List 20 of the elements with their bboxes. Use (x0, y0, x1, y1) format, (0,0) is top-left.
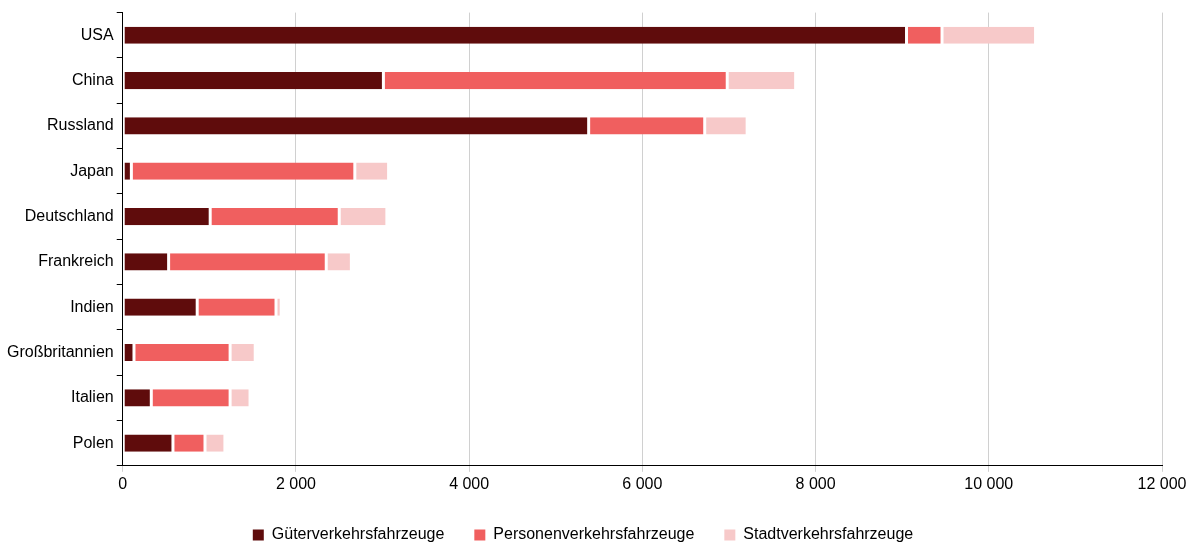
y-tick-label: USA (80, 25, 115, 43)
y-tick-label: Frankreich (38, 252, 114, 270)
x-tick-label: 4 000 (449, 474, 490, 492)
y-tick-label: China (71, 70, 114, 88)
x-tick-label: 12 000 (1137, 474, 1187, 492)
y-tick-label: Deutschland (24, 206, 114, 224)
legend-label: Güterverkehrsfahrzeuge (271, 525, 445, 543)
y-tick-label: Italien (71, 388, 114, 406)
y-tick-label: Russland (47, 116, 114, 134)
legend-label: Personenverkehrsfahrzeuge (493, 525, 695, 543)
x-tick-label: 0 (118, 474, 128, 492)
legend-label: Stadtverkehrsfahrzeuge (743, 525, 914, 543)
y-tick-label: Polen (72, 433, 114, 451)
y-tick-label: Indien (70, 297, 114, 315)
y-tick-label: Großbritannien (7, 342, 114, 360)
x-tick-label: 2 000 (275, 474, 317, 492)
x-tick-label: 6 000 (622, 474, 663, 492)
x-tick-label: 8 000 (795, 474, 836, 492)
x-tick-label: 10 000 (964, 474, 1014, 492)
y-tick-label: Japan (70, 161, 114, 179)
